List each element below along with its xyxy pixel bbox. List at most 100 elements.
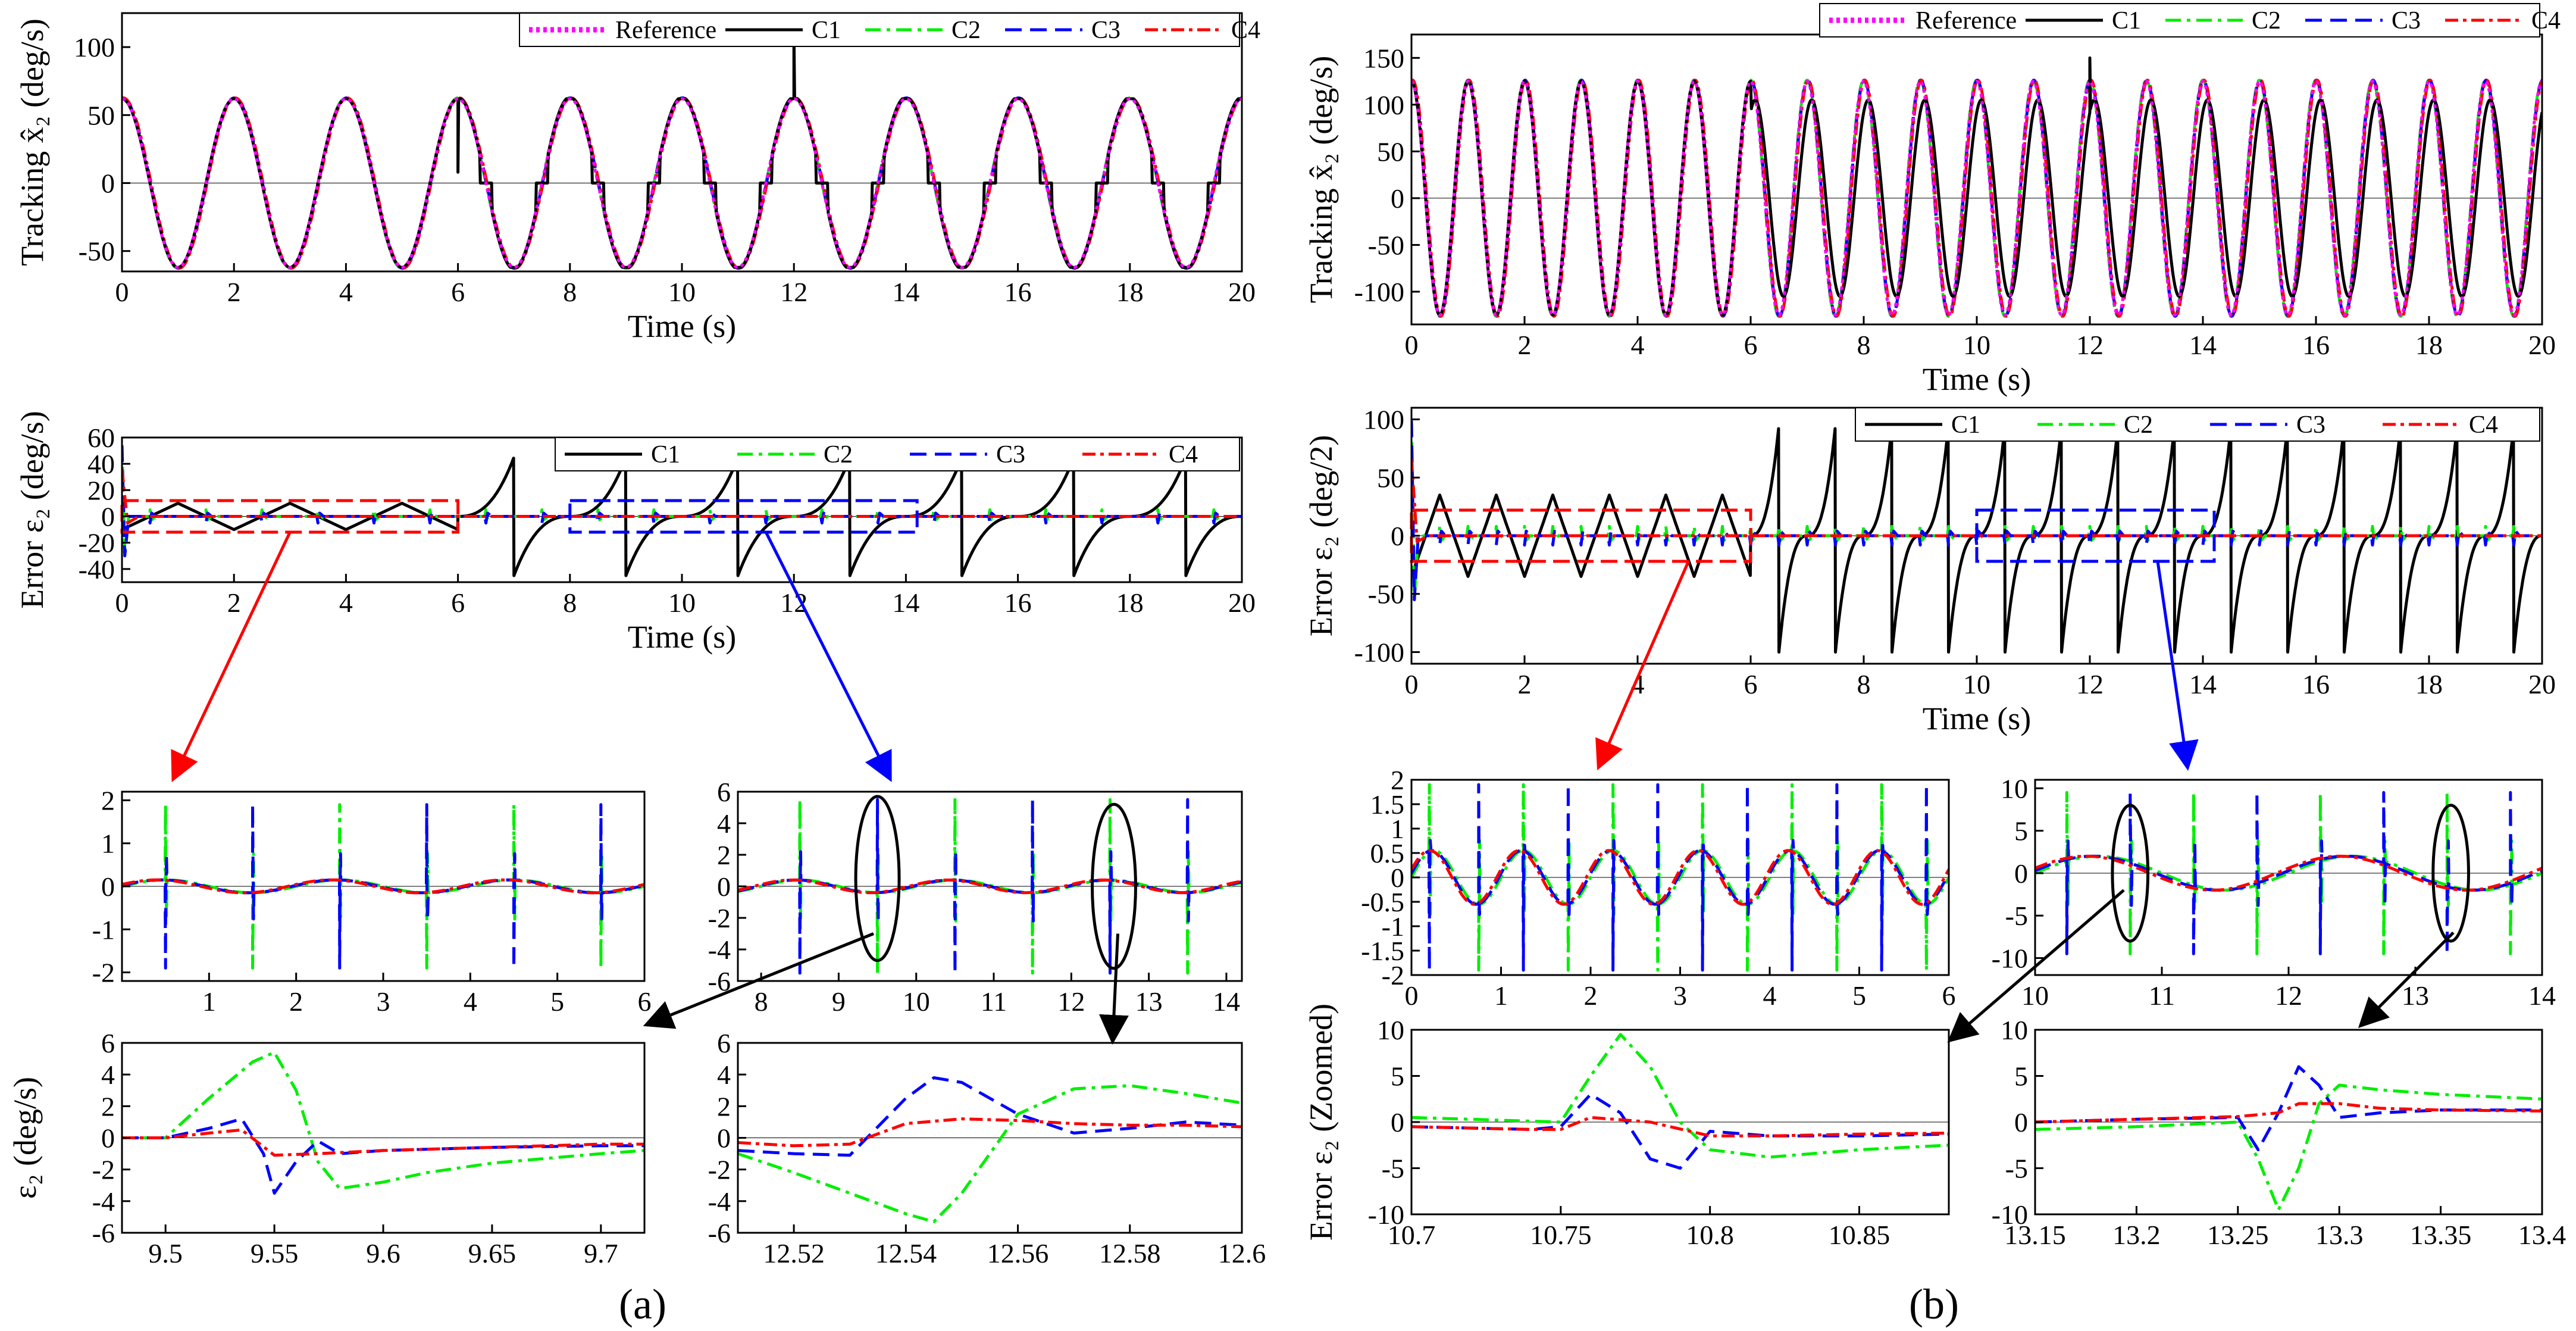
y-tick-label: -0.5	[1361, 887, 1404, 917]
y-tick-label: -2	[708, 1155, 731, 1185]
y-tick-label: -40	[79, 554, 115, 585]
x-tick-label: 14	[892, 277, 919, 307]
series-group	[738, 1076, 1242, 1223]
y-tick-label: -10	[1368, 1199, 1404, 1230]
legend-label-c2: C2	[2252, 7, 2281, 35]
legend-label-c3: C3	[2392, 7, 2421, 35]
zoom-arrow-3	[1595, 560, 1690, 771]
x-tick-label: 16	[2302, 669, 2330, 699]
x-tick-label: 1	[1494, 980, 1508, 1011]
series-group	[2035, 791, 2542, 955]
x-tick-label: 8	[755, 986, 768, 1017]
chart-b_zoom1: 0 1 2 3 4 5 6-2-1.5-1-0.500.511.52	[1361, 765, 1955, 1011]
x-tick-label: 13	[2402, 980, 2429, 1011]
x-tick-label: 12	[2076, 669, 2104, 699]
highlight-ellipse-2	[2431, 804, 2470, 943]
series-c4	[1411, 458, 2542, 543]
y-tick-label: 6	[717, 777, 731, 807]
x-tick-label: 10	[2021, 980, 2049, 1011]
x-tick-label: 13	[1135, 986, 1163, 1017]
series-c4	[122, 1128, 644, 1157]
x-tick-label: 10.7	[1388, 1220, 1436, 1250]
detail-arrow-2	[1098, 933, 1129, 1045]
highlight-ellipse-1	[2111, 804, 2150, 943]
x-tick-label: 10	[668, 277, 696, 307]
y-tick-label: -50	[79, 236, 115, 267]
y-tick-label: 2	[717, 1091, 731, 1121]
x-tick-label: 6	[451, 588, 465, 618]
y-tick-label: 150	[1363, 43, 1404, 73]
x-tick-label: 18	[1116, 277, 1144, 307]
y-tick-label: -1	[92, 914, 115, 945]
x-tick-label: 6	[1942, 980, 1956, 1011]
y-tick-label: -2	[708, 903, 731, 933]
x-tick-label: 13.25	[2207, 1220, 2269, 1250]
y-tick-label: 100	[1363, 405, 1404, 435]
x-tick-label: 9.65	[468, 1238, 517, 1268]
chart-b_error: 0 2 4 6 8 10 12 14 16 18 20 -100 -50 0 50 100 Time (s) Er…	[1303, 405, 2556, 736]
x-tick-label: 0	[1405, 669, 1419, 699]
zoom-arrow-1	[171, 531, 292, 783]
y-tick-label: 5	[2014, 1061, 2028, 1092]
series-group	[1411, 56, 2542, 318]
legend-label-c1: C1	[812, 17, 841, 44]
y-tick-label: 0	[101, 1123, 115, 1154]
x-tick-label: 4	[1631, 669, 1645, 699]
y-tick-label: 100	[1363, 90, 1404, 120]
y-tick-label: 5	[1391, 1061, 1404, 1092]
panel-label-a: (a)	[619, 1280, 666, 1328]
x-tick-label: 3	[377, 986, 390, 1017]
x-tick-label: 12.6	[1218, 1238, 1266, 1268]
y-tick-label: 10	[2001, 773, 2028, 804]
x-axis-title: Time (s)	[1923, 701, 2032, 736]
legend-label-c4: C4	[2469, 411, 2498, 439]
x-tick-label: 10.85	[1829, 1220, 1890, 1250]
y-tick-label: 1	[101, 829, 115, 859]
x-tick-label: 13.2	[2112, 1220, 2161, 1250]
x-tick-label: 12	[2275, 980, 2302, 1011]
x-tick-label: 4	[1631, 330, 1645, 360]
series-group	[122, 445, 1242, 577]
chart-a_zoom1: 1 2 3 4 5 6 -2 -1 0 1 2	[92, 785, 652, 1017]
x-tick-label: 20	[2528, 669, 2556, 699]
legend-box	[555, 437, 1240, 471]
x-tick-label: 8	[563, 277, 577, 307]
series-group	[122, 803, 644, 970]
series-c4	[738, 1117, 1242, 1148]
x-tick-label: 1	[202, 986, 216, 1017]
x-tick-label: 13.3	[2315, 1220, 2364, 1250]
y-tick-label: -5	[1382, 1154, 1404, 1184]
detail-arrow-3	[1947, 889, 2125, 1043]
y-axis-title: Error ε₂ (deg/s)	[14, 411, 50, 608]
series-group	[1411, 1033, 1949, 1170]
series-group	[1411, 783, 1949, 972]
x-tick-label: 5	[550, 986, 564, 1017]
y-tick-label: 50	[1377, 463, 1404, 493]
y-tick-label: -10	[1992, 1199, 2028, 1230]
y-tick-label: 4	[717, 808, 731, 839]
y-tick-label: 0	[101, 168, 115, 199]
x-tick-label: 6	[638, 986, 652, 1017]
x-tick-label: 20	[1228, 277, 1256, 307]
y-tick-label: -100	[1354, 637, 1404, 667]
chart-b_zoom4: 13.15 13.2 13.25 13.3 13.35 13.4 -10 -5 0 5 10	[1992, 1015, 2566, 1250]
y-tick-label: 50	[1377, 136, 1404, 167]
legend-label-c1: C1	[651, 441, 680, 468]
y-tick-label: 4	[101, 1060, 115, 1090]
series-c4	[122, 468, 1242, 525]
axes-frame	[121, 12, 1243, 273]
series-c1	[1411, 56, 2542, 317]
x-tick-label: 4	[464, 986, 477, 1017]
y-tick-label: 10	[2001, 1015, 2028, 1045]
legend-label-c4: C4	[2531, 7, 2561, 35]
legend-label-c4: C4	[1231, 17, 1260, 44]
y-tick-label: 4	[717, 1060, 731, 1090]
y-tick-label: -1	[1382, 911, 1404, 942]
zoom-box-2	[1975, 508, 2216, 563]
y-tick-label: 0	[1391, 1107, 1404, 1138]
y-tick-label: 0	[1391, 521, 1404, 551]
